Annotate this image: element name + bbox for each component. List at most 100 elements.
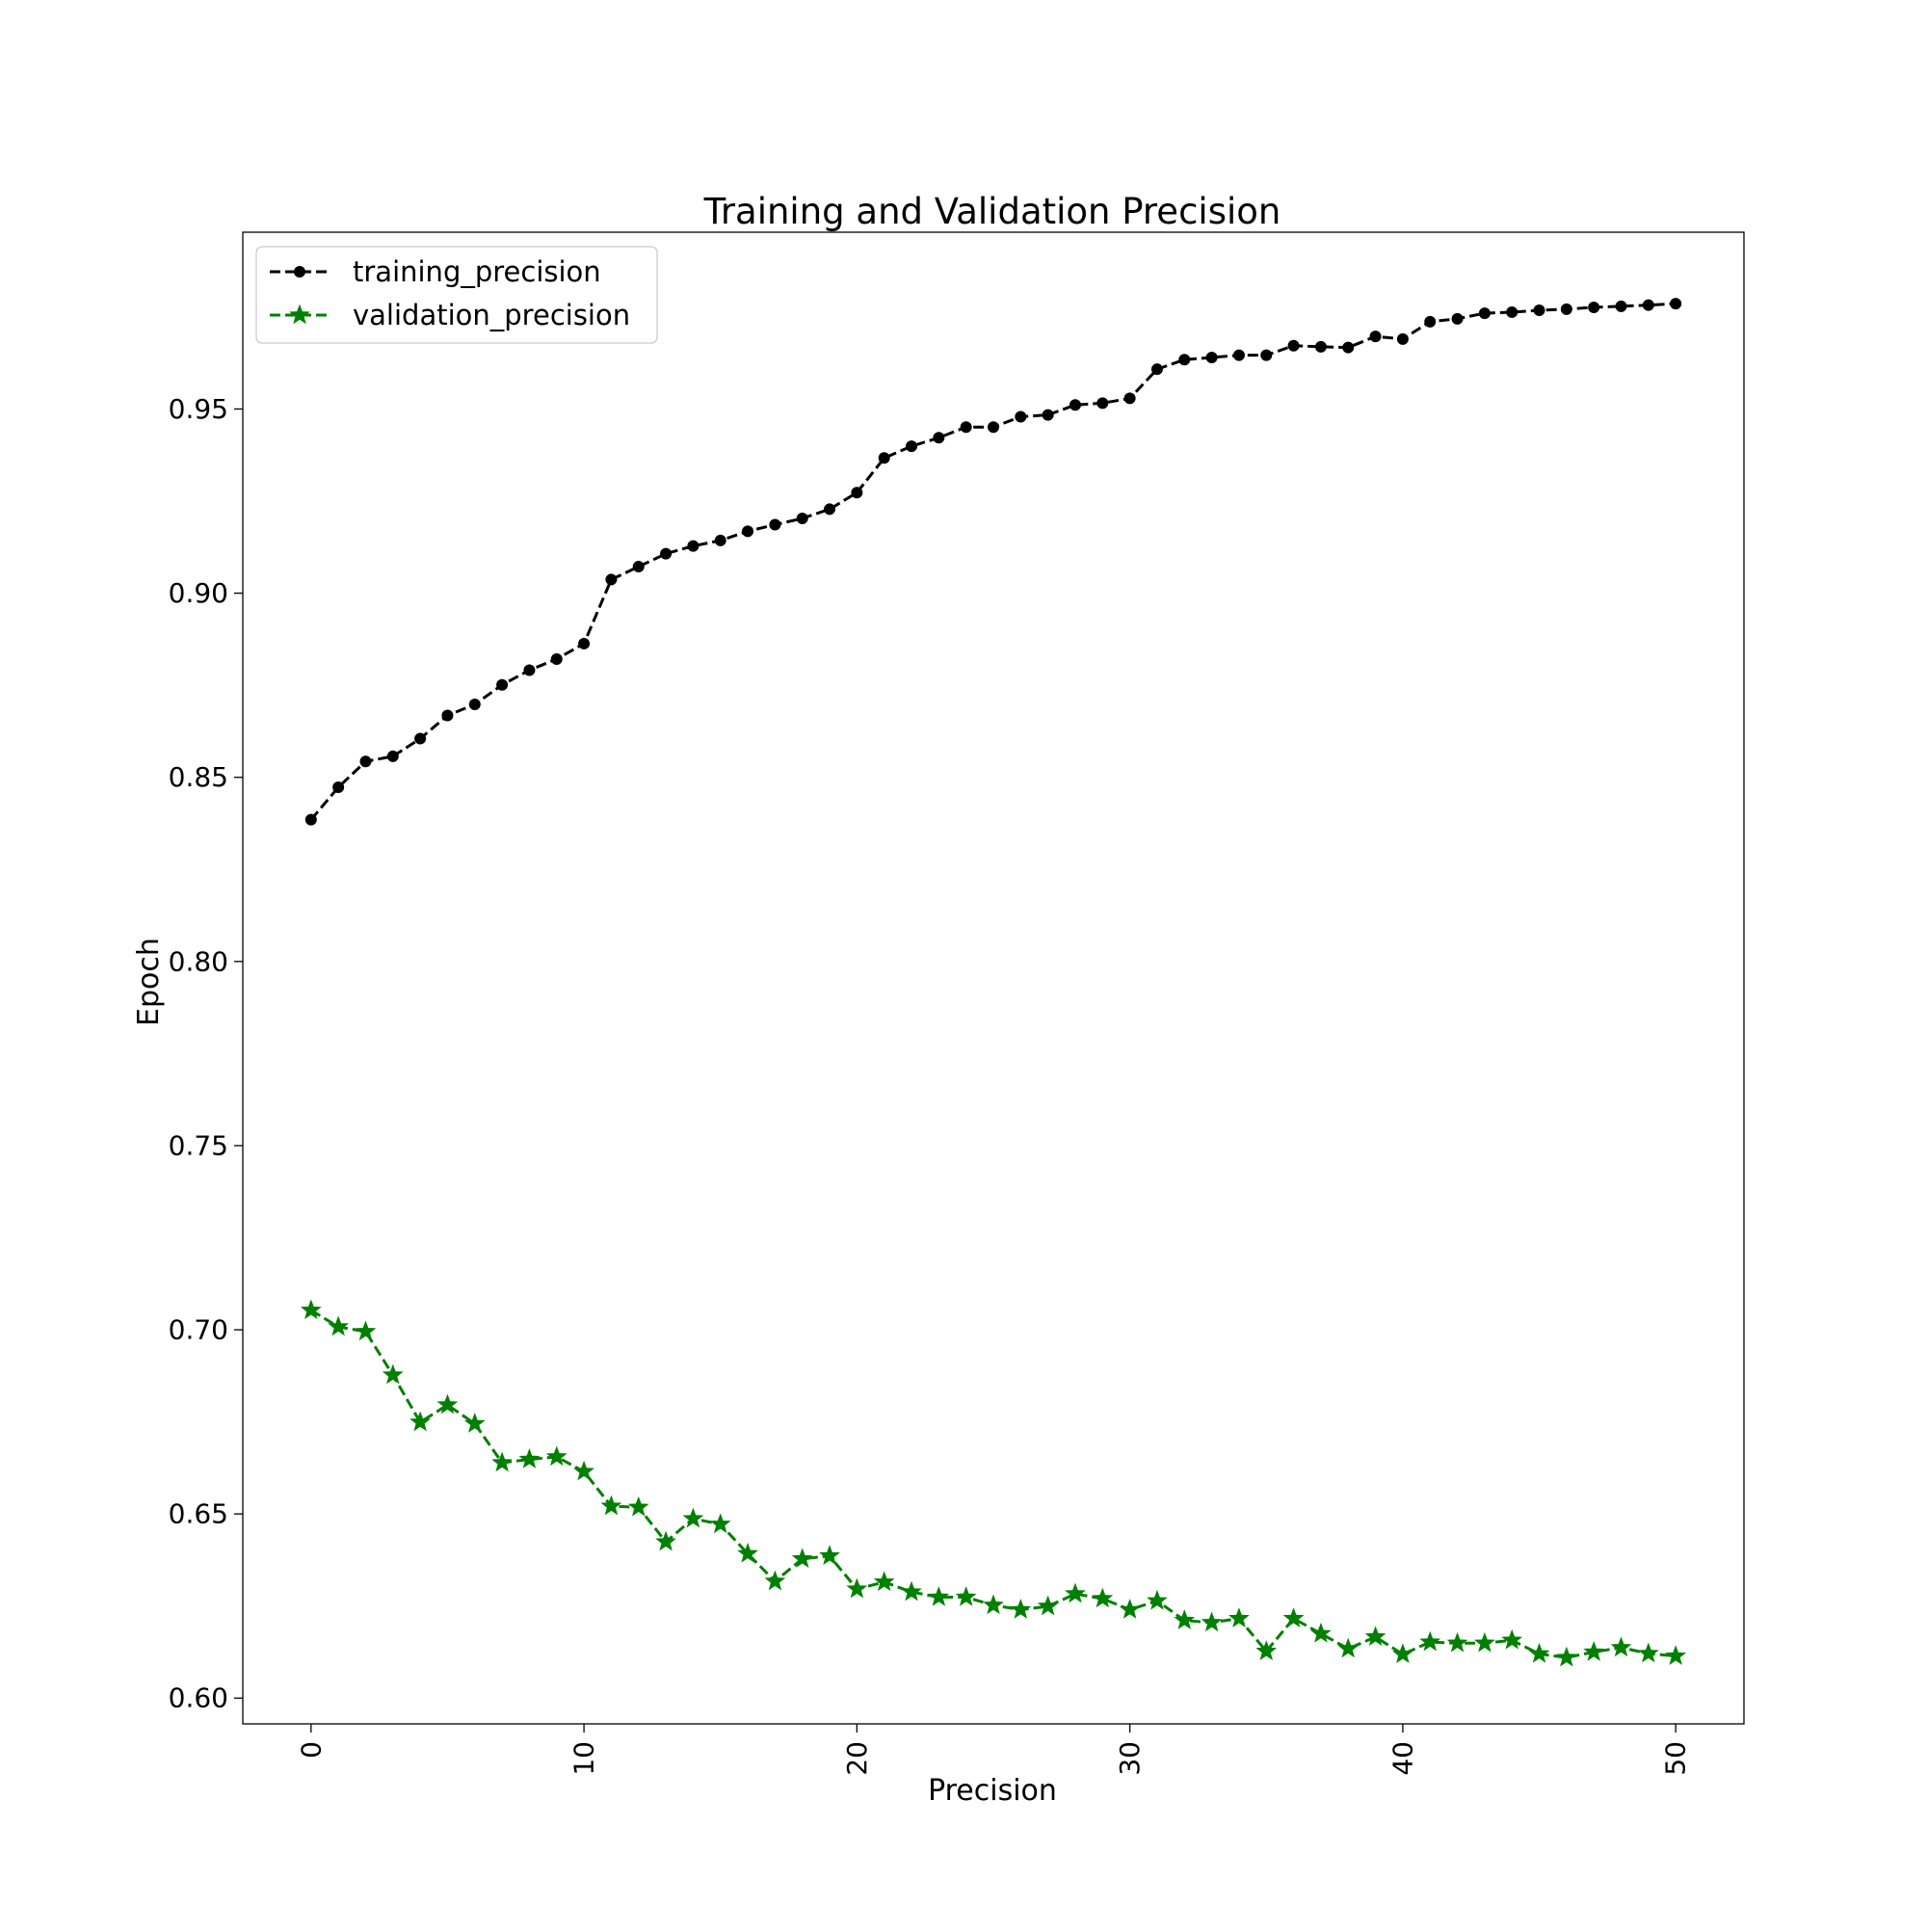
y-tick-label: 0.60 (169, 1682, 228, 1714)
data-point-training_precision (468, 699, 481, 711)
data-point-training_precision (632, 561, 645, 573)
data-point-validation_precision (382, 1363, 404, 1385)
data-point-validation_precision (1583, 1641, 1605, 1661)
series-training_precision (304, 298, 1682, 826)
data-point-validation_precision (1528, 1642, 1550, 1663)
y-tick-label: 0.90 (169, 577, 228, 609)
data-point-validation_precision (328, 1315, 350, 1337)
data-point-training_precision (1314, 340, 1327, 353)
data-point-validation_precision (300, 1299, 322, 1320)
data-point-training_precision (332, 781, 345, 794)
data-point-validation_precision (436, 1393, 459, 1415)
data-point-validation_precision (1474, 1631, 1495, 1653)
data-point-training_precision (1069, 399, 1081, 411)
data-point-training_precision (523, 664, 536, 676)
data-point-validation_precision (682, 1507, 704, 1528)
data-point-validation_precision (1201, 1611, 1223, 1632)
data-point-training_precision (496, 678, 509, 691)
data-point-training_precision (687, 540, 700, 552)
data-point-validation_precision (627, 1495, 649, 1517)
data-point-validation_precision (1255, 1640, 1278, 1660)
legend-item-validation_precision: validation_precision (270, 299, 630, 331)
data-point-validation_precision (955, 1586, 977, 1606)
data-point-training_precision (1042, 409, 1054, 421)
x-tick-label: 0 (295, 1741, 327, 1759)
series-validation_precision (300, 1299, 1687, 1667)
data-point-training_precision (960, 421, 972, 434)
data-point-validation_precision (409, 1411, 431, 1432)
data-point-validation_precision (1501, 1628, 1523, 1650)
legend-marker (294, 266, 305, 278)
y-tick-label: 0.65 (169, 1498, 228, 1530)
data-point-training_precision (742, 525, 754, 538)
data-point-training_precision (1150, 363, 1163, 376)
legend-marker (289, 304, 310, 325)
y-tick-label: 0.85 (169, 761, 228, 793)
data-point-training_precision (1588, 301, 1600, 313)
data-point-validation_precision (709, 1513, 731, 1534)
data-point-training_precision (851, 487, 863, 499)
data-point-training_precision (1451, 312, 1464, 325)
data-point-validation_precision (1282, 1607, 1305, 1628)
data-point-validation_precision (1637, 1642, 1659, 1663)
data-point-training_precision (1424, 315, 1437, 328)
data-point-validation_precision (1092, 1587, 1114, 1608)
data-point-validation_precision (928, 1586, 950, 1606)
chart-title: Training and Validation Precision (703, 191, 1281, 232)
data-point-training_precision (1096, 397, 1109, 410)
data-point-training_precision (1205, 351, 1218, 363)
data-point-validation_precision (983, 1594, 1004, 1615)
data-point-validation_precision (1310, 1622, 1332, 1643)
data-point-training_precision (1642, 299, 1654, 311)
series-line-training_precision (309, 302, 1676, 821)
data-point-validation_precision (518, 1448, 541, 1469)
legend: training_precision validation_precision (255, 246, 658, 344)
data-point-training_precision (1533, 304, 1545, 317)
y-tick-label: 0.80 (169, 945, 228, 977)
data-point-training_precision (714, 534, 726, 546)
x-tick-label: 30 (1114, 1741, 1146, 1776)
data-point-validation_precision (1556, 1646, 1577, 1667)
data-point-training_precision (550, 652, 563, 665)
data-point-training_precision (1478, 307, 1491, 320)
data-point-validation_precision (655, 1530, 676, 1551)
data-point-validation_precision (491, 1451, 513, 1472)
legend-label: training_precision (353, 255, 601, 288)
data-point-validation_precision (1037, 1595, 1059, 1616)
data-point-training_precision (906, 440, 918, 453)
data-point-validation_precision (355, 1320, 377, 1341)
data-point-validation_precision (1147, 1589, 1168, 1610)
x-axis-label: Precision (928, 1774, 1057, 1808)
data-point-validation_precision (1446, 1631, 1468, 1653)
data-point-validation_precision (1010, 1599, 1032, 1619)
data-point-validation_precision (545, 1445, 568, 1467)
data-point-training_precision (1260, 349, 1273, 361)
y-axis: 0.60 0.65 0.70 0.75 0.80 0.85 0.90 0.95 (169, 393, 243, 1714)
data-point-validation_precision (819, 1545, 840, 1565)
data-point-training_precision (1670, 298, 1682, 310)
data-point-validation_precision (846, 1577, 868, 1599)
data-point-training_precision (304, 813, 317, 826)
data-point-training_precision (1287, 339, 1300, 352)
data-point-training_precision (933, 432, 945, 444)
data-point-validation_precision (1174, 1609, 1196, 1629)
data-point-validation_precision (573, 1460, 594, 1481)
data-point-training_precision (878, 452, 890, 464)
legend-item-training_precision: training_precision (270, 255, 601, 288)
data-point-training_precision (1369, 331, 1382, 343)
y-tick-label: 0.70 (169, 1314, 228, 1346)
data-point-training_precision (441, 709, 454, 722)
data-point-validation_precision (1392, 1643, 1413, 1664)
y-axis-label: Epoch (132, 938, 166, 1026)
data-point-training_precision (796, 512, 808, 524)
data-point-validation_precision (1364, 1626, 1386, 1647)
x-tick-label: 50 (1660, 1741, 1692, 1776)
data-point-validation_precision (463, 1413, 486, 1433)
data-point-training_precision (605, 573, 618, 586)
data-point-validation_precision (600, 1495, 622, 1516)
data-point-training_precision (1178, 354, 1191, 366)
data-point-validation_precision (1119, 1599, 1141, 1619)
legend-label: validation_precision (353, 299, 630, 331)
